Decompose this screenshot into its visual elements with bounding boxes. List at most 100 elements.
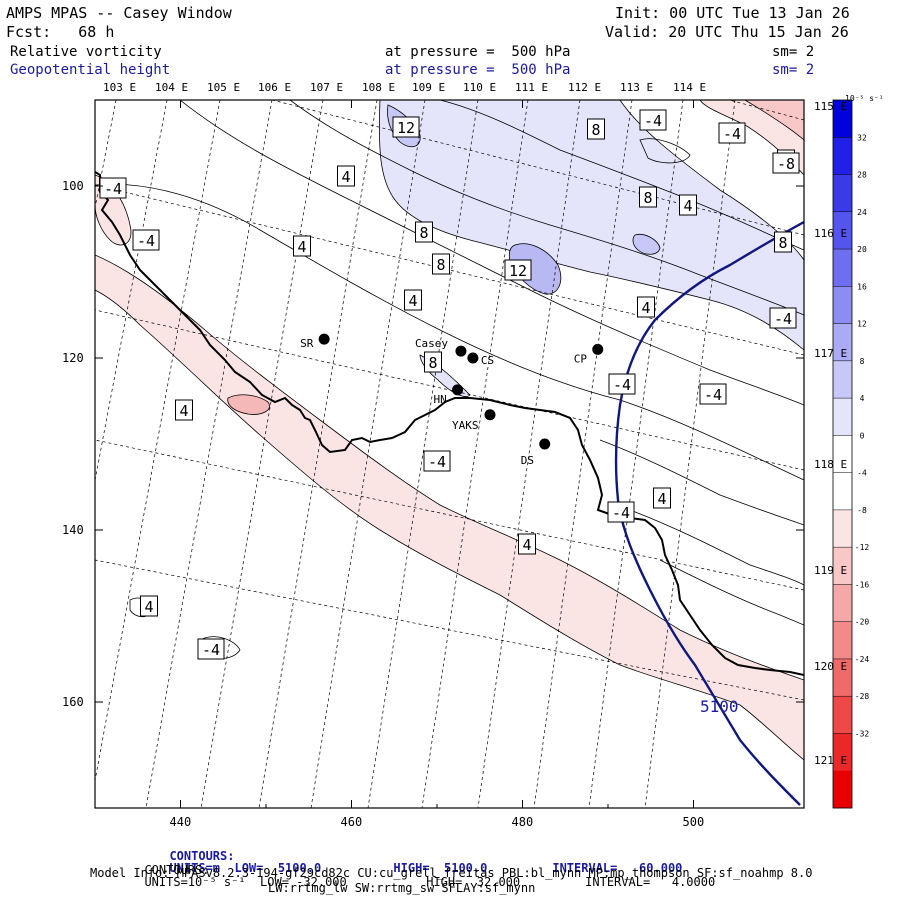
colorbar-tick-label: -32 [855, 729, 870, 738]
longitude-label-top: 104 E [155, 81, 188, 94]
contour-label: -4 [428, 453, 446, 471]
longitude-label-top: 105 E [207, 81, 240, 94]
colorbar-tick-label: 16 [857, 282, 867, 291]
colorbar-swatch [833, 249, 852, 287]
x-tick-label: 480 [512, 815, 534, 829]
model-info-line1: Model Info: MPASv8.2.3-194-gf29cd82c CU:… [90, 867, 812, 879]
contour-label: 8 [778, 234, 787, 252]
colorbar-swatch [833, 584, 852, 622]
parallel-line [95, 560, 804, 700]
colorbar-swatch [833, 137, 852, 175]
colorbar-tick-label: -28 [855, 692, 870, 701]
y-tick-label: 100 [62, 179, 84, 193]
station-marker [467, 353, 478, 364]
y-tick-label: 140 [62, 523, 84, 537]
station-label: Casey [415, 337, 448, 350]
colorbar-swatch [833, 622, 852, 660]
contour-label: 8 [419, 224, 428, 242]
colorbar-swatch [833, 398, 852, 436]
contour-label: 4 [683, 197, 692, 215]
longitude-label-top: 114 E [673, 81, 706, 94]
contour-label: -4 [104, 180, 122, 198]
station-marker [539, 439, 550, 450]
colorbar-tick-label: 0 [860, 431, 865, 440]
colorbar-tick-label: 32 [857, 133, 867, 142]
contour-label: 4 [179, 402, 188, 420]
colorbar-swatch [833, 286, 852, 324]
contour-label: 4 [657, 490, 666, 508]
x-tick-label: 500 [683, 815, 705, 829]
colorbar-tick-label: -20 [855, 618, 870, 627]
contour-line [630, 510, 804, 585]
colorbar-tick-label: -4 [857, 469, 867, 478]
x-tick-label: 460 [341, 815, 363, 829]
contour-label: -4 [704, 386, 722, 404]
contour-label: -4 [723, 125, 741, 143]
colorbar: 32 28 24 20 16 12 8 4 0 -4 -8 -12 -16 -20 -24 -28 -32 [833, 100, 869, 808]
contour-label: 8 [591, 121, 600, 139]
longitude-label-top: 113 E [620, 81, 653, 94]
station-marker [319, 334, 330, 345]
colorbar-swatch [833, 361, 852, 399]
contour-label: 4 [522, 536, 531, 554]
colorbar-tick-label: 24 [857, 208, 867, 217]
longitude-label-top: 107 E [310, 81, 343, 94]
contour-label: -4 [774, 310, 792, 328]
colorbar-swatch [833, 473, 852, 511]
longitude-label-right: 119 E [814, 564, 847, 577]
contour-label: 4 [297, 238, 306, 256]
contour-label: -4 [202, 641, 220, 659]
meridian-line [146, 100, 272, 808]
contour-label: -4 [612, 504, 630, 522]
colorbar-swatch [833, 175, 852, 213]
station-label: SR [300, 337, 314, 350]
longitude-label-right: 115 E [814, 100, 847, 113]
station-ds[interactable]: DS [521, 439, 551, 468]
longitude-label-top: 111 E [515, 81, 548, 94]
shaded-fields [95, 100, 804, 760]
contour-label: 4 [641, 299, 650, 317]
colorbar-tick-label: -8 [857, 506, 867, 515]
longitude-label-top: 109 E [412, 81, 445, 94]
contour-label: 4 [341, 168, 350, 186]
station-label: YAKS [452, 419, 479, 432]
contour-label: 12 [397, 119, 415, 137]
longitude-label-top: 112 E [568, 81, 601, 94]
colorbar-swatch [833, 696, 852, 734]
contour-label: -4 [644, 112, 662, 130]
station-marker [592, 344, 603, 355]
colorbar-tick-label: 28 [857, 171, 867, 180]
station-label: CP [574, 352, 588, 365]
station-sr[interactable]: SR [300, 334, 330, 351]
longitude-label-right: 121 E [814, 754, 847, 767]
contour-label: 8 [643, 189, 652, 207]
y-tick-label: 120 [62, 351, 84, 365]
longitude-label-right: 117 E [814, 347, 847, 360]
contour-label: -4 [137, 232, 155, 250]
contour-label: -8 [777, 155, 795, 173]
contour-label: 8 [428, 354, 437, 372]
longitude-label-top: 110 E [463, 81, 496, 94]
longitude-label-top: 106 E [258, 81, 291, 94]
colorbar-unit-label: 10⁻⁵ s⁻¹ [845, 95, 884, 103]
colorbar-swatch [833, 510, 852, 548]
colorbar-tick-label: 12 [857, 320, 867, 329]
station-label: DS [521, 454, 534, 467]
station-cs[interactable]: CS [467, 353, 494, 368]
station-marker [485, 409, 496, 420]
contour-line [660, 560, 804, 625]
colorbar-tick-label: -24 [855, 655, 870, 664]
x-tick-label: 440 [170, 815, 192, 829]
height-contour-label: 5100 [700, 699, 739, 715]
station-cp[interactable]: CP [574, 344, 604, 366]
contour-label: -4 [613, 376, 631, 394]
station-yaks[interactable]: YAKS [452, 409, 496, 432]
contour-label: 8 [436, 256, 445, 274]
contour-label: 4 [408, 292, 417, 310]
y-tick-label: 160 [62, 695, 84, 709]
station-marker [452, 384, 463, 395]
station-marker [455, 346, 466, 357]
colorbar-tick-label: -16 [855, 580, 870, 589]
model-info-line2: LW:rrtmg_lw SW:rrtmg_sw SFLAY:sf_mynn [268, 882, 535, 894]
